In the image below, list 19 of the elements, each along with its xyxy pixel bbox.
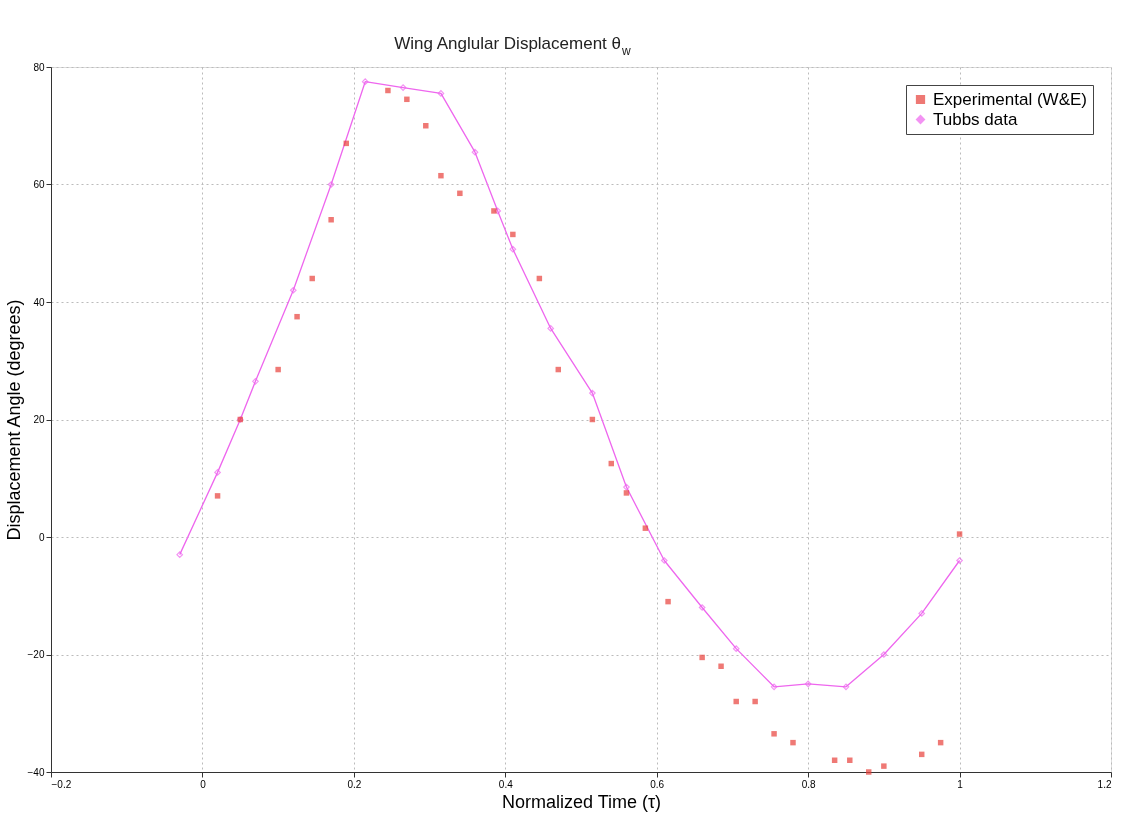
legend-label: Tubbs data [933, 109, 1018, 129]
y-tick-label: 0 [38, 531, 45, 543]
y-tick-label: −40 [27, 766, 45, 778]
y-tick-label: 20 [33, 414, 45, 425]
y-tick-label: 60 [33, 179, 45, 190]
x-axis-title: Normalized Time (τ) [501, 791, 662, 812]
x-tick-label: 0.2 [347, 778, 362, 790]
x-tick-label: −0.2 [51, 778, 72, 790]
x-tick-label: 1 [957, 778, 964, 790]
x-tick-label: 0.8 [801, 778, 817, 790]
x-tick-label: 1.2 [1097, 778, 1112, 790]
x-tick-label: 0.4 [498, 778, 514, 790]
y-tick-label: −20 [27, 649, 45, 660]
y-tick-label: 80 [33, 61, 45, 73]
x-tick-label: 0.6 [650, 778, 665, 790]
x-tick-label: 0 [200, 778, 207, 790]
legend-label: Experimental (W&E) [933, 89, 1087, 109]
y-tick-label: 40 [33, 296, 45, 308]
y-axis-title: Displacement Angle (degrees) [3, 299, 24, 541]
